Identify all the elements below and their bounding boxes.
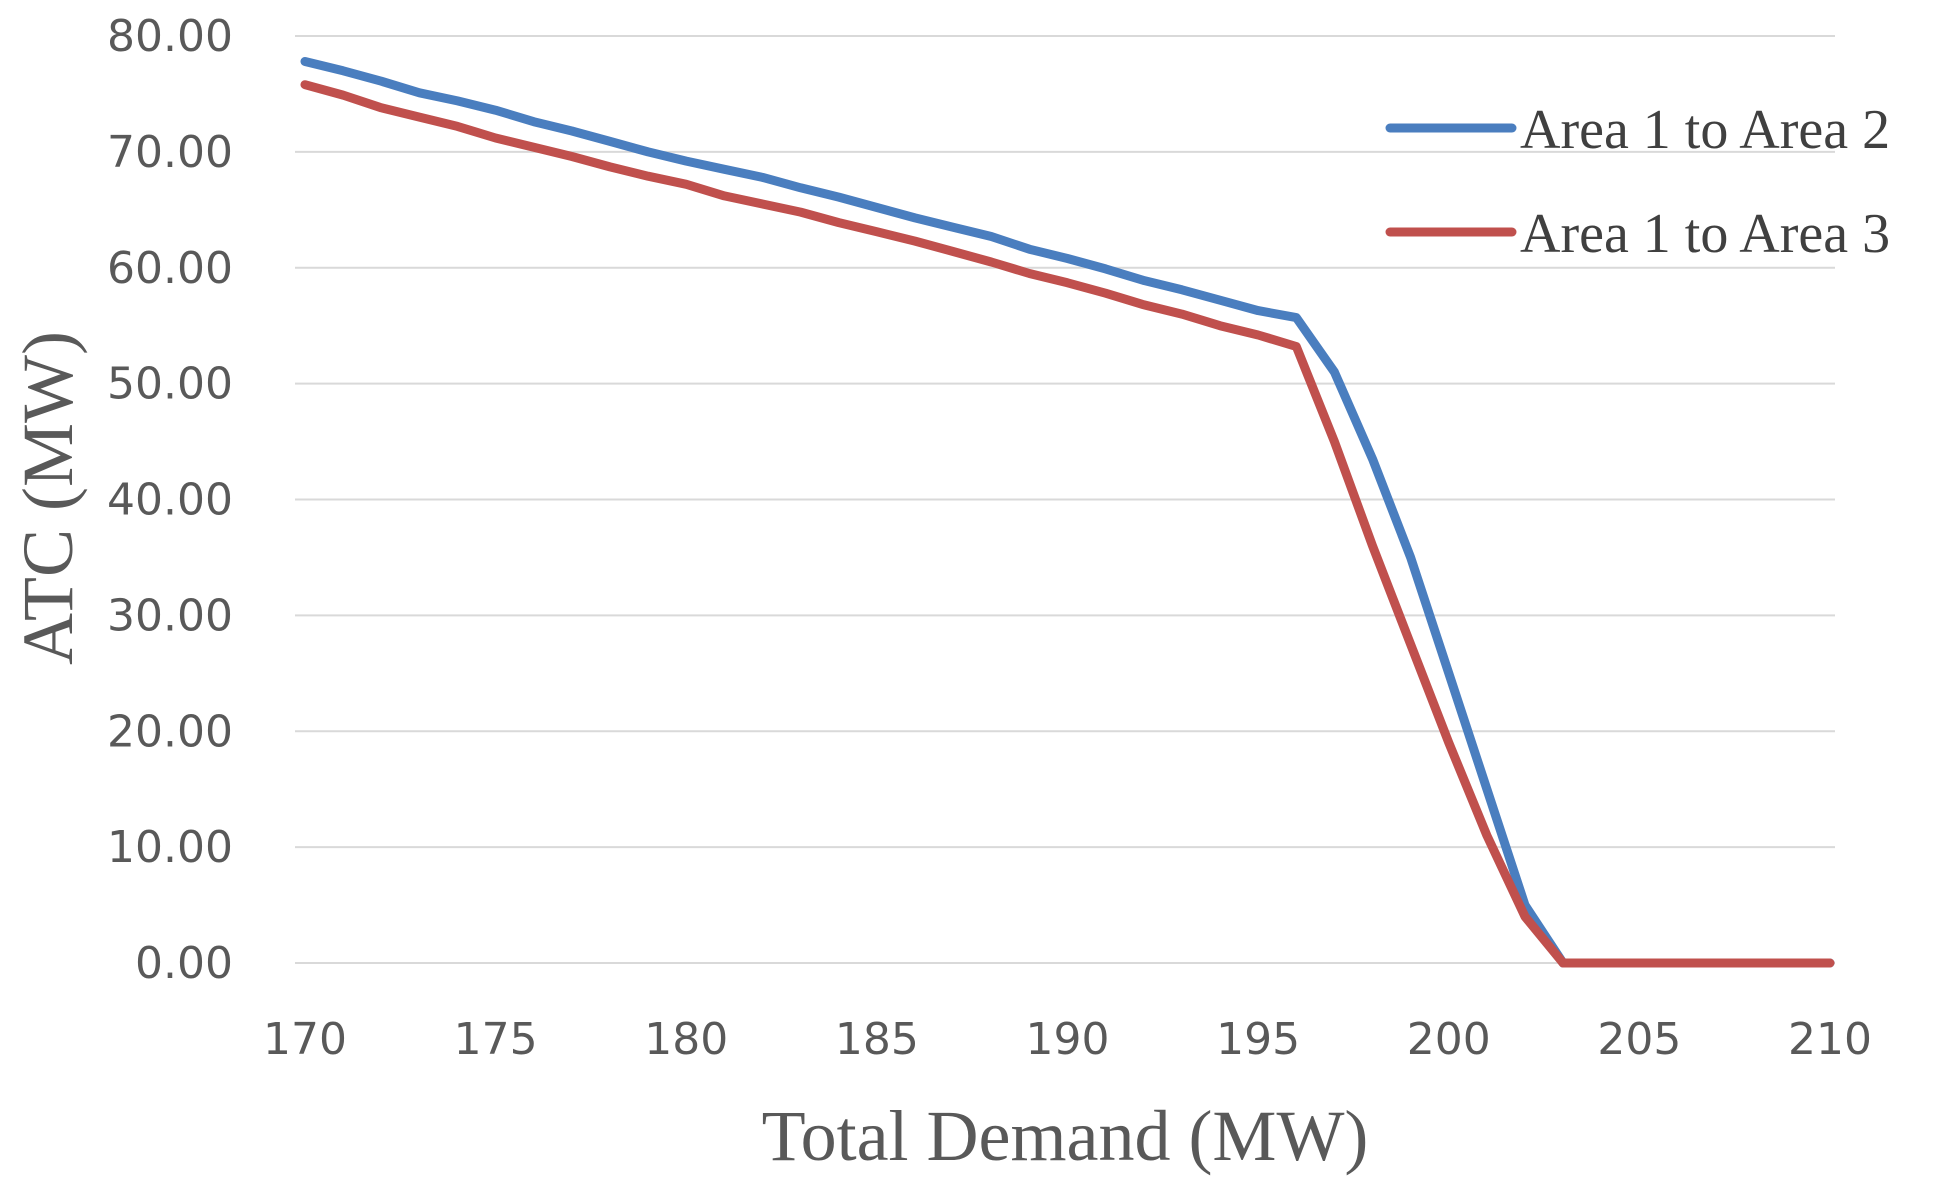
x-tick-label: 210	[1788, 1014, 1872, 1065]
y-tick-label: 60.00	[107, 243, 233, 294]
y-tick-label: 70.00	[107, 127, 233, 178]
legend-label-area-1-to-area-3: Area 1 to Area 3	[1520, 203, 1890, 265]
legend: Area 1 to Area 2 Area 1 to Area 3	[1385, 99, 1890, 265]
x-tick-label: 200	[1407, 1014, 1491, 1065]
gridlines	[295, 35, 1835, 964]
y-tick-label: 20.00	[107, 706, 233, 757]
legend-label-area-1-to-area-2: Area 1 to Area 2	[1520, 99, 1890, 161]
y-axis-tick-labels: 0.00 10.00 20.00 30.00 40.00 50.00 60.00 70.00 8…	[107, 11, 233, 989]
x-tick-label: 205	[1597, 1014, 1681, 1065]
x-tick-label: 190	[1026, 1014, 1110, 1065]
x-tick-label: 170	[263, 1014, 347, 1065]
series-lines	[300, 57, 1835, 968]
x-axis-tick-labels: 170 175 180 185 190 195 200 205 210	[263, 1014, 1872, 1065]
y-tick-label: 50.00	[107, 359, 233, 410]
x-tick-label: 180	[644, 1014, 728, 1065]
y-axis-title: ATC (MW)	[8, 331, 88, 665]
y-tick-label: 30.00	[107, 590, 233, 641]
y-tick-label: 80.00	[107, 11, 233, 62]
series-line-area-1-to-area-2	[300, 57, 1835, 968]
y-tick-label: 40.00	[107, 475, 233, 526]
x-tick-label: 175	[454, 1014, 538, 1065]
y-tick-label: 10.00	[107, 822, 233, 873]
series-line-area-1-to-area-3	[300, 80, 1835, 968]
x-axis-title: Total Demand (MW)	[762, 1096, 1369, 1176]
x-tick-label: 185	[835, 1014, 919, 1065]
x-tick-label: 195	[1216, 1014, 1300, 1065]
y-tick-label: 0.00	[135, 938, 233, 989]
